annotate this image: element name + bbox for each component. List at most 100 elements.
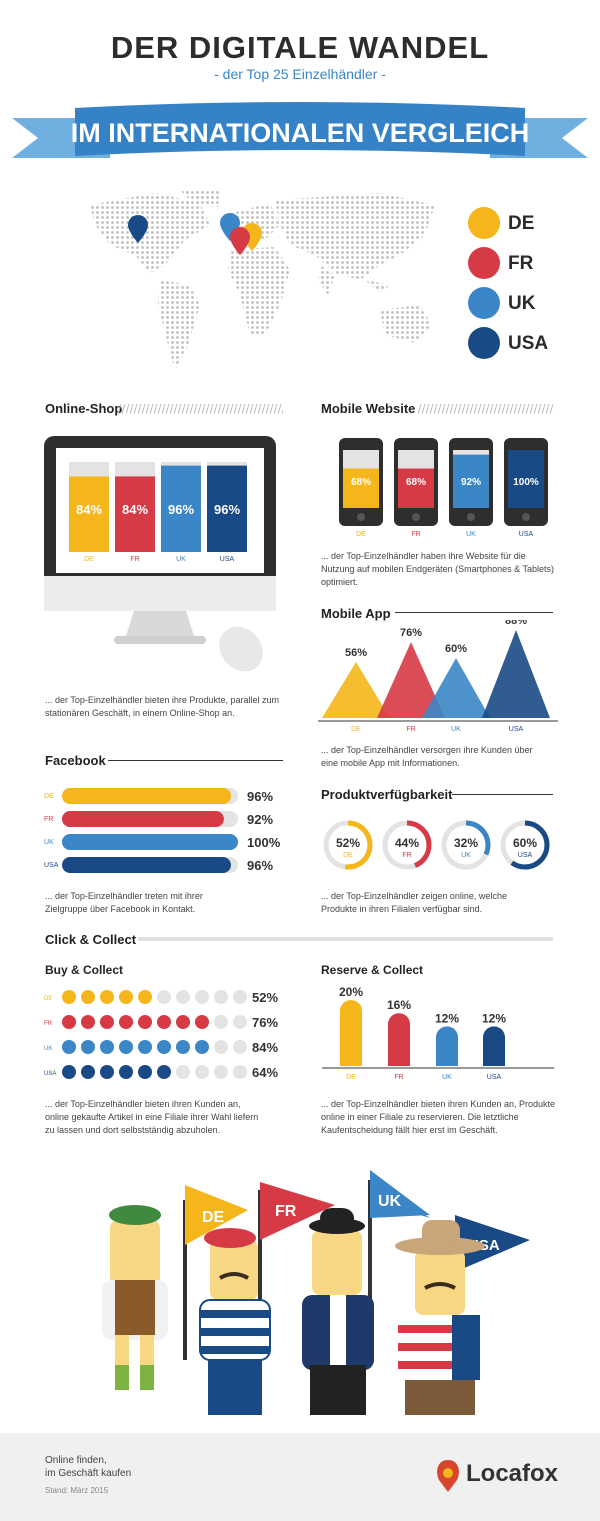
dot-usa [138,1065,152,1079]
value-label-fr: 92% [247,812,273,827]
bar-uk [453,454,489,508]
dot-uk [233,1040,247,1054]
ring-fr [382,820,432,870]
character-usa [395,1220,485,1415]
tick-fr: FR [394,1074,403,1081]
value-label-fr: 16% [387,998,411,1012]
triangle-usa [482,630,550,718]
tick-usa: USA [518,852,533,859]
tick-usa: USA [519,531,534,538]
footer-brand: Locafox [466,1460,559,1487]
online-shop-chart: 84% DE 84% FR 96% UK 96% USA [44,436,276,672]
row-label-usa: USA [44,1071,56,1077]
tick-uk: UK [466,531,476,538]
value-label-de: 20% [339,985,363,999]
ring-usa [500,820,550,870]
row-label-fr: FR [44,816,53,823]
tick-uk: UK [176,556,186,563]
dot-uk [138,1040,152,1054]
dot-de [81,990,95,1004]
dot-uk [157,1040,171,1054]
flag-de [185,1185,248,1245]
dot-usa [81,1065,95,1079]
dot-usa [119,1065,133,1079]
value-label-uk: 32% [454,836,478,850]
ring-uk [441,820,491,870]
tick-fr: FR [411,531,420,538]
legend-item-usa: USA [468,327,588,363]
row-label-uk: UK [44,839,54,846]
triangle-uk [422,658,490,718]
dot-fr [176,1015,190,1029]
dot-uk [62,1040,76,1054]
online-shop-note: ... der Top-Einzelhändler bieten ihre Pr… [45,695,279,718]
legend-label: FR [508,253,534,274]
dot-fr [62,1015,76,1029]
mouse [219,626,263,672]
bar-label-fr: 84% [122,502,148,517]
row-label-uk: UK [44,1046,52,1052]
bar-usa [62,857,231,873]
bar-de [343,468,379,508]
phone-button [467,513,475,521]
legend-swatch [468,207,500,239]
dot-uk [195,1040,209,1054]
tick-de: DE [346,1074,356,1081]
value-label-de: 96% [247,789,273,804]
dot-fr [233,1015,247,1029]
flag-uk-label: UK [378,1193,402,1210]
online-shop-title: Online-Shop [45,401,123,416]
dot-de [195,990,209,1004]
legend-swatch [468,327,500,359]
footer-tagline-1: Online finden, [45,1455,107,1466]
continents [90,190,435,370]
dot-de [233,990,247,1004]
bar-de [69,476,109,552]
legend-item-uk: UK [468,287,588,323]
buy-collect-note: ... der Top-Einzelhändler bieten ihren K… [45,1099,259,1135]
bar-label-uk: 92% [461,477,481,488]
reserve-collect-title: Reserve & Collect [321,963,424,977]
mobile-website-note: ... der Top-Einzelhändler haben ihre Web… [321,551,554,587]
facebook-rule [108,760,283,761]
value-label-uk: 100% [247,835,281,850]
phone-button [412,513,420,521]
bar-uk [62,834,238,850]
bar-label-usa: 100% [513,477,539,488]
character-uk [302,1208,374,1415]
availability-title: Produktverfügbarkeit [321,787,453,802]
buy-collect-chart: DE 52% FR 76% UK 84% USA 64% [44,990,278,1080]
flag-de-label: DE [202,1209,225,1226]
legend-label: USA [508,333,549,354]
dot-uk [119,1040,133,1054]
monitor-base [114,636,206,644]
value-label-de: 52% [252,990,278,1005]
title-banner: IM INTERNATIONALEN VERGLEICH [12,102,588,158]
mobile-app-chart: 56% DE 76% FR 60% UK 88% USA [318,620,558,733]
bar-fr [398,468,434,508]
bar-usa [483,1026,505,1066]
dot-usa [100,1065,114,1079]
value-label-uk: 84% [252,1040,278,1055]
bar-uk [436,1026,458,1066]
availability-chart: 52% DE 44% FR 32% UK 60% USA [323,820,550,870]
value-label-fr: 44% [395,836,419,850]
monitor-stand [126,611,194,636]
tick-fr: FR [402,852,411,859]
dot-fr [214,1015,228,1029]
tick-uk: UK [461,852,471,859]
character-fr [199,1228,271,1415]
facebook-title: Facebook [45,753,106,768]
value-label-usa: 64% [252,1065,278,1080]
legend-swatch [468,287,500,319]
monitor-chin [44,576,276,611]
dot-usa [233,1065,247,1079]
row-label-de: DE [44,793,54,800]
bar-de [340,1000,362,1066]
value-label-usa: 60% [513,836,537,850]
dot-de [62,990,76,1004]
footer-date: Stand: März 2015 [45,1486,109,1495]
bar-label-fr: 68% [406,477,426,488]
online-shop-hatch [118,404,283,414]
dot-fr [119,1015,133,1029]
